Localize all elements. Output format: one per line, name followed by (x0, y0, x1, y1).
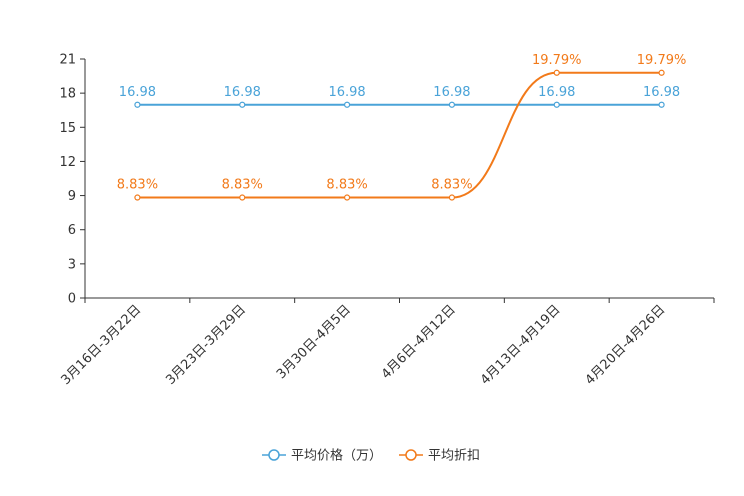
series-point-0 (553, 101, 560, 108)
x-tick-label: 4月6日-4月12日 (379, 302, 459, 382)
data-label-1: 8.83% (431, 178, 472, 193)
y-tick-label: 6 (68, 223, 76, 238)
series-point-0 (448, 101, 456, 108)
y-tick-label: 12 (59, 155, 76, 170)
series-point-0 (343, 101, 351, 108)
series-point-1 (343, 194, 351, 201)
y-tick-label: 21 (59, 53, 76, 68)
legend-marker-icon (268, 449, 280, 461)
data-label-0: 16.98 (433, 85, 470, 100)
data-label-0: 16.98 (119, 85, 156, 100)
y-tick-label: 9 (68, 189, 76, 204)
series-point-1 (239, 194, 246, 201)
data-label-0: 16.98 (643, 85, 680, 100)
x-tick-label: 4月13日-4月19日 (478, 302, 564, 388)
x-tick-label: 3月16日-3月22日 (58, 302, 144, 388)
legend[interactable]: 平均价格（万） 平均折扣 (262, 448, 480, 464)
legend-label: 平均价格（万） (291, 448, 382, 464)
legend-item-0[interactable]: 平均价格（万） (262, 448, 382, 464)
data-label-1: 19.79% (532, 53, 582, 68)
x-tick-label: 3月30日-4月5日 (274, 302, 354, 382)
y-tick-label: 15 (59, 121, 76, 136)
legend-marker-icon (405, 449, 417, 461)
series-point-0 (658, 101, 665, 108)
data-label-0: 16.98 (224, 85, 261, 100)
data-label-0: 16.98 (328, 85, 365, 100)
x-tick-label: 4月20日-4月26日 (583, 302, 669, 388)
x-tick-label: 3月23日-3月29日 (163, 302, 249, 388)
data-label-1: 8.83% (222, 178, 263, 193)
series-layer (134, 69, 665, 201)
series-point-0 (239, 101, 246, 108)
data-label-0: 16.98 (538, 85, 575, 100)
y-tick-label: 3 (68, 257, 76, 272)
series-point-1 (448, 194, 456, 201)
legend-label: 平均折扣 (428, 449, 480, 464)
data-label-1: 8.83% (117, 178, 158, 193)
series-point-1 (553, 69, 560, 76)
y-tick-label: 18 (59, 87, 76, 102)
series-point-0 (134, 101, 141, 108)
data-labels: 16.98 16.98 16.98 16.98 16.98 16.98 8.83% 8.83%… (117, 53, 687, 193)
data-label-1: 19.79% (637, 53, 687, 68)
y-tick-label: 0 (68, 292, 76, 307)
series-line-1 (137, 71, 662, 199)
legend-item-1[interactable]: 平均折扣 (399, 449, 480, 464)
series-point-1 (658, 69, 665, 76)
axes: 0 3 6 9 12 15 18 21 3月16日-3月22日 3月23日-3月29日 3月30日-… (58, 53, 715, 388)
series-point-1 (134, 194, 141, 201)
data-label-1: 8.83% (326, 178, 367, 193)
